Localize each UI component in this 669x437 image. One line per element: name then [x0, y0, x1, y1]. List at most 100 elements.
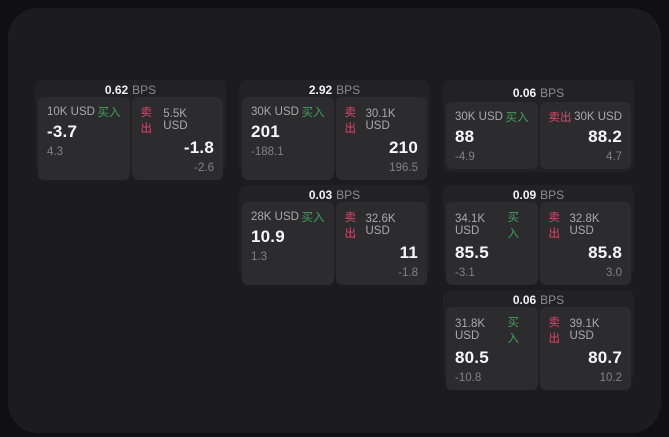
- buy-sell-panels: 30K USD 买入 201 -188.1 卖出 30.1K USD 210 1…: [242, 97, 427, 180]
- sell-panel-top: 卖出 32.6K USD: [345, 209, 419, 241]
- quote-card: 0.62 BPS 10K USD 买入 -3.7 4.3 卖出 5.5K USD…: [35, 80, 226, 180]
- buy-panel[interactable]: 10K USD 买入 -3.7 4.3: [38, 97, 130, 180]
- card-header: 0.06 BPS: [446, 83, 631, 102]
- sell-panel[interactable]: 卖出 5.5K USD -1.8 -2.6: [131, 97, 223, 180]
- buy-panel[interactable]: 31.8K USD 买入 80.5 -10.8: [446, 307, 538, 390]
- buy-panel[interactable]: 30K USD 买入 88 -4.9: [446, 102, 538, 169]
- card-header: 0.03 BPS: [242, 188, 427, 202]
- sell-value: 210: [389, 138, 418, 157]
- buy-label: 买入: [301, 107, 325, 119]
- buy-value: 201: [251, 122, 280, 141]
- sell-label: 卖出: [548, 112, 572, 124]
- bps-value: 2.92: [308, 83, 333, 97]
- buy-sell-panels: 31.8K USD 买入 80.5 -10.8 卖出 39.1K USD 80.…: [446, 307, 631, 390]
- sell-panel-top: 卖出 5.5K USD: [141, 104, 215, 136]
- bps-value: 0.09: [512, 188, 537, 202]
- bps-unit: BPS: [132, 83, 157, 97]
- buy-value: 10.9: [251, 227, 285, 246]
- sell-panel[interactable]: 卖出 30.1K USD 210 196.5: [335, 97, 427, 180]
- card-header: 0.09 BPS: [446, 188, 631, 202]
- buy-sub-value: -10.8: [455, 372, 482, 384]
- buy-sell-panels: 28K USD 买入 10.9 1.3 卖出 32.6K USD 11 -1.8: [242, 202, 427, 285]
- buy-amount: 31.8K USD: [455, 318, 486, 342]
- buy-sub-value: 4.3: [47, 146, 63, 158]
- bps-value: 0.62: [104, 83, 129, 97]
- quote-card: 0.06 BPS 30K USD 买入 88 -4.9 卖出 30K USD 8…: [443, 80, 634, 172]
- buy-sub-value: -188.1: [251, 146, 284, 158]
- buy-amount: 10K USD: [47, 106, 95, 118]
- sell-label: 卖出: [140, 107, 153, 135]
- sell-panel[interactable]: 卖出 39.1K USD 80.7 10.2: [539, 307, 631, 390]
- quote-card: 0.09 BPS 34.1K USD 买入 85.5 -3.1 卖出 32.8K…: [443, 185, 634, 285]
- buy-panel-top: 10K USD 买入: [47, 104, 121, 120]
- buy-label: 买入: [507, 212, 520, 240]
- buy-panel-top: 31.8K USD 买入: [455, 314, 529, 346]
- buy-label: 买入: [505, 112, 529, 124]
- bps-unit: BPS: [336, 188, 361, 202]
- sell-value: 80.7: [588, 348, 622, 367]
- sell-amount: 30.1K USD: [365, 108, 396, 132]
- buy-amount: 34.1K USD: [455, 213, 486, 237]
- sell-label: 卖出: [548, 317, 561, 345]
- sell-value: 85.8: [588, 243, 622, 262]
- quote-card: 0.06 BPS 31.8K USD 买入 80.5 -10.8 卖出 39.1…: [443, 290, 634, 390]
- sell-label: 卖出: [344, 107, 357, 135]
- buy-sub-value: -4.9: [455, 151, 475, 163]
- sell-amount: 32.8K USD: [569, 213, 600, 237]
- buy-sell-panels: 30K USD 买入 88 -4.9 卖出 30K USD 88.2 4.7: [446, 102, 631, 169]
- sell-amount: 30K USD: [574, 111, 622, 123]
- bps-value: 0.06: [512, 293, 537, 307]
- buy-label: 买入: [507, 317, 520, 345]
- buy-sell-panels: 34.1K USD 买入 85.5 -3.1 卖出 32.8K USD 85.8…: [446, 202, 631, 285]
- cards-grid: 0.62 BPS 10K USD 买入 -3.7 4.3 卖出 5.5K USD…: [35, 80, 634, 390]
- sell-sub-value: 10.2: [599, 372, 622, 384]
- buy-amount: 28K USD: [251, 211, 299, 223]
- card-header: 0.62 BPS: [38, 83, 223, 97]
- buy-panel-top: 28K USD 买入: [251, 209, 325, 225]
- buy-value: 88: [455, 127, 475, 146]
- sell-panel[interactable]: 卖出 32.8K USD 85.8 3.0: [539, 202, 631, 285]
- sell-amount: 39.1K USD: [569, 318, 600, 342]
- buy-amount: 30K USD: [455, 111, 503, 123]
- bps-unit: BPS: [336, 83, 361, 97]
- sell-label: 卖出: [548, 212, 561, 240]
- buy-panel[interactable]: 34.1K USD 买入 85.5 -3.1: [446, 202, 538, 285]
- buy-value: -3.7: [47, 122, 78, 141]
- buy-panel-top: 30K USD 买入: [455, 109, 529, 125]
- buy-sell-panels: 10K USD 买入 -3.7 4.3 卖出 5.5K USD -1.8 -2.…: [38, 97, 223, 180]
- card-header: 2.92 BPS: [242, 83, 427, 97]
- bps-unit: BPS: [540, 188, 565, 202]
- bps-value: 0.03: [308, 188, 333, 202]
- buy-label: 买入: [301, 212, 325, 224]
- buy-panel-top: 30K USD 买入: [251, 104, 325, 120]
- sell-sub-value: 4.7: [606, 151, 622, 163]
- sell-panel[interactable]: 卖出 32.6K USD 11 -1.8: [335, 202, 427, 285]
- sell-sub-value: -1.8: [398, 267, 418, 279]
- card-header: 0.06 BPS: [446, 293, 631, 307]
- sell-amount: 5.5K USD: [163, 108, 188, 132]
- buy-sub-value: -3.1: [455, 267, 475, 279]
- bps-value: 0.06: [512, 85, 537, 100]
- sell-panel-top: 卖出 30K USD: [549, 109, 623, 125]
- sell-panel-top: 卖出 30.1K USD: [345, 104, 419, 136]
- bps-unit: BPS: [540, 85, 565, 100]
- quote-card: 0.03 BPS 28K USD 买入 10.9 1.3 卖出 32.6K US…: [239, 185, 430, 285]
- buy-sub-value: 1.3: [251, 251, 267, 263]
- sell-label: 卖出: [344, 212, 357, 240]
- buy-panel[interactable]: 30K USD 买入 201 -188.1: [242, 97, 334, 180]
- quote-card: 2.92 BPS 30K USD 买入 201 -188.1 卖出 30.1K …: [239, 80, 430, 180]
- sell-amount: 32.6K USD: [365, 213, 396, 237]
- buy-panel[interactable]: 28K USD 买入 10.9 1.3: [242, 202, 334, 285]
- sell-panel-top: 卖出 32.8K USD: [549, 209, 623, 241]
- sell-sub-value: 196.5: [389, 162, 418, 174]
- buy-value: 80.5: [455, 348, 489, 367]
- sell-sub-value: -2.6: [194, 162, 214, 174]
- bps-unit: BPS: [540, 293, 565, 307]
- sell-panel[interactable]: 卖出 30K USD 88.2 4.7: [539, 102, 631, 169]
- sell-value: 88.2: [588, 127, 622, 146]
- sell-value: 11: [399, 243, 418, 262]
- buy-panel-top: 34.1K USD 买入: [455, 209, 529, 241]
- buy-label: 买入: [97, 107, 121, 119]
- sell-sub-value: 3.0: [606, 267, 622, 279]
- buy-value: 85.5: [455, 243, 489, 262]
